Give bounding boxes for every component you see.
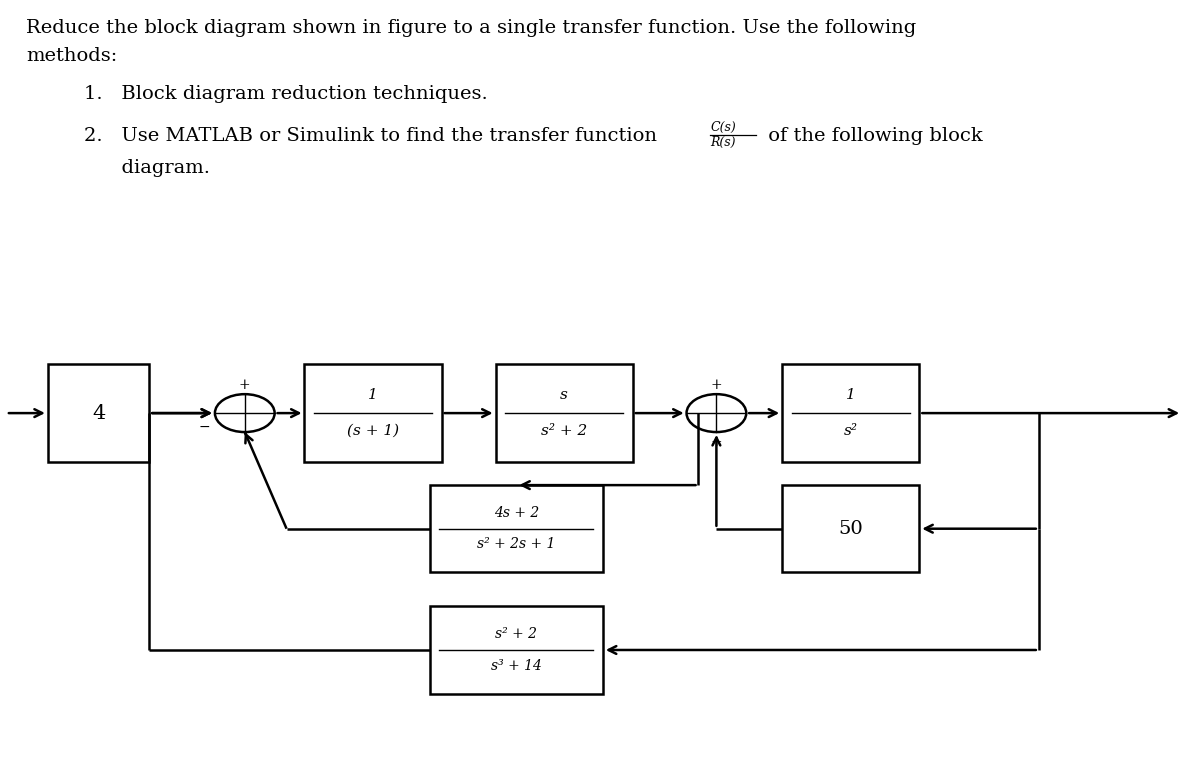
Text: s³ + 14: s³ + 14 xyxy=(491,659,542,672)
Circle shape xyxy=(687,394,746,432)
Bar xyxy=(782,364,919,462)
Circle shape xyxy=(215,394,275,432)
Text: of the following block: of the following block xyxy=(762,127,983,145)
Text: 1: 1 xyxy=(368,388,378,402)
Text: +: + xyxy=(710,434,722,449)
Text: (s + 1): (s + 1) xyxy=(347,424,399,438)
Bar xyxy=(48,364,149,462)
Bar xyxy=(782,485,919,572)
Bar xyxy=(304,364,442,462)
Text: Reduce the block diagram shown in figure to a single transfer function. Use the : Reduce the block diagram shown in figure… xyxy=(26,19,917,37)
Text: −: − xyxy=(198,421,210,434)
Text: +: + xyxy=(710,377,722,392)
Bar xyxy=(430,485,603,572)
Text: R(s): R(s) xyxy=(710,136,736,149)
Bar xyxy=(430,606,603,694)
Text: diagram.: diagram. xyxy=(84,159,210,177)
Text: s: s xyxy=(560,388,568,402)
Text: 4s + 2: 4s + 2 xyxy=(494,506,538,520)
Text: s² + 2s + 1: s² + 2s + 1 xyxy=(478,537,555,551)
Text: 50: 50 xyxy=(838,520,863,537)
Text: methods:: methods: xyxy=(26,47,117,65)
Text: s² + 2: s² + 2 xyxy=(541,424,587,438)
Text: 2.   Use MATLAB or Simulink to find the transfer function: 2. Use MATLAB or Simulink to find the tr… xyxy=(84,127,663,145)
Bar xyxy=(496,364,633,462)
Text: 4: 4 xyxy=(92,403,105,423)
Text: +: + xyxy=(239,377,251,392)
Text: 1.   Block diagram reduction techniques.: 1. Block diagram reduction techniques. xyxy=(84,85,487,103)
Text: 1: 1 xyxy=(845,388,856,402)
Text: s² + 2: s² + 2 xyxy=(496,628,537,641)
Text: C(s): C(s) xyxy=(710,121,737,134)
Text: s²: s² xyxy=(844,424,857,438)
